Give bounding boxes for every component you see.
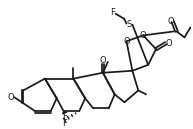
Text: F: F (62, 112, 67, 122)
Text: F: F (110, 8, 115, 17)
Text: O: O (140, 31, 146, 40)
Text: O: O (7, 93, 14, 102)
Text: O: O (123, 37, 130, 46)
Text: O: O (167, 17, 174, 26)
Text: S: S (127, 20, 132, 29)
Text: O: O (165, 39, 172, 48)
Text: O: O (100, 57, 106, 65)
Text: F: F (62, 119, 67, 128)
